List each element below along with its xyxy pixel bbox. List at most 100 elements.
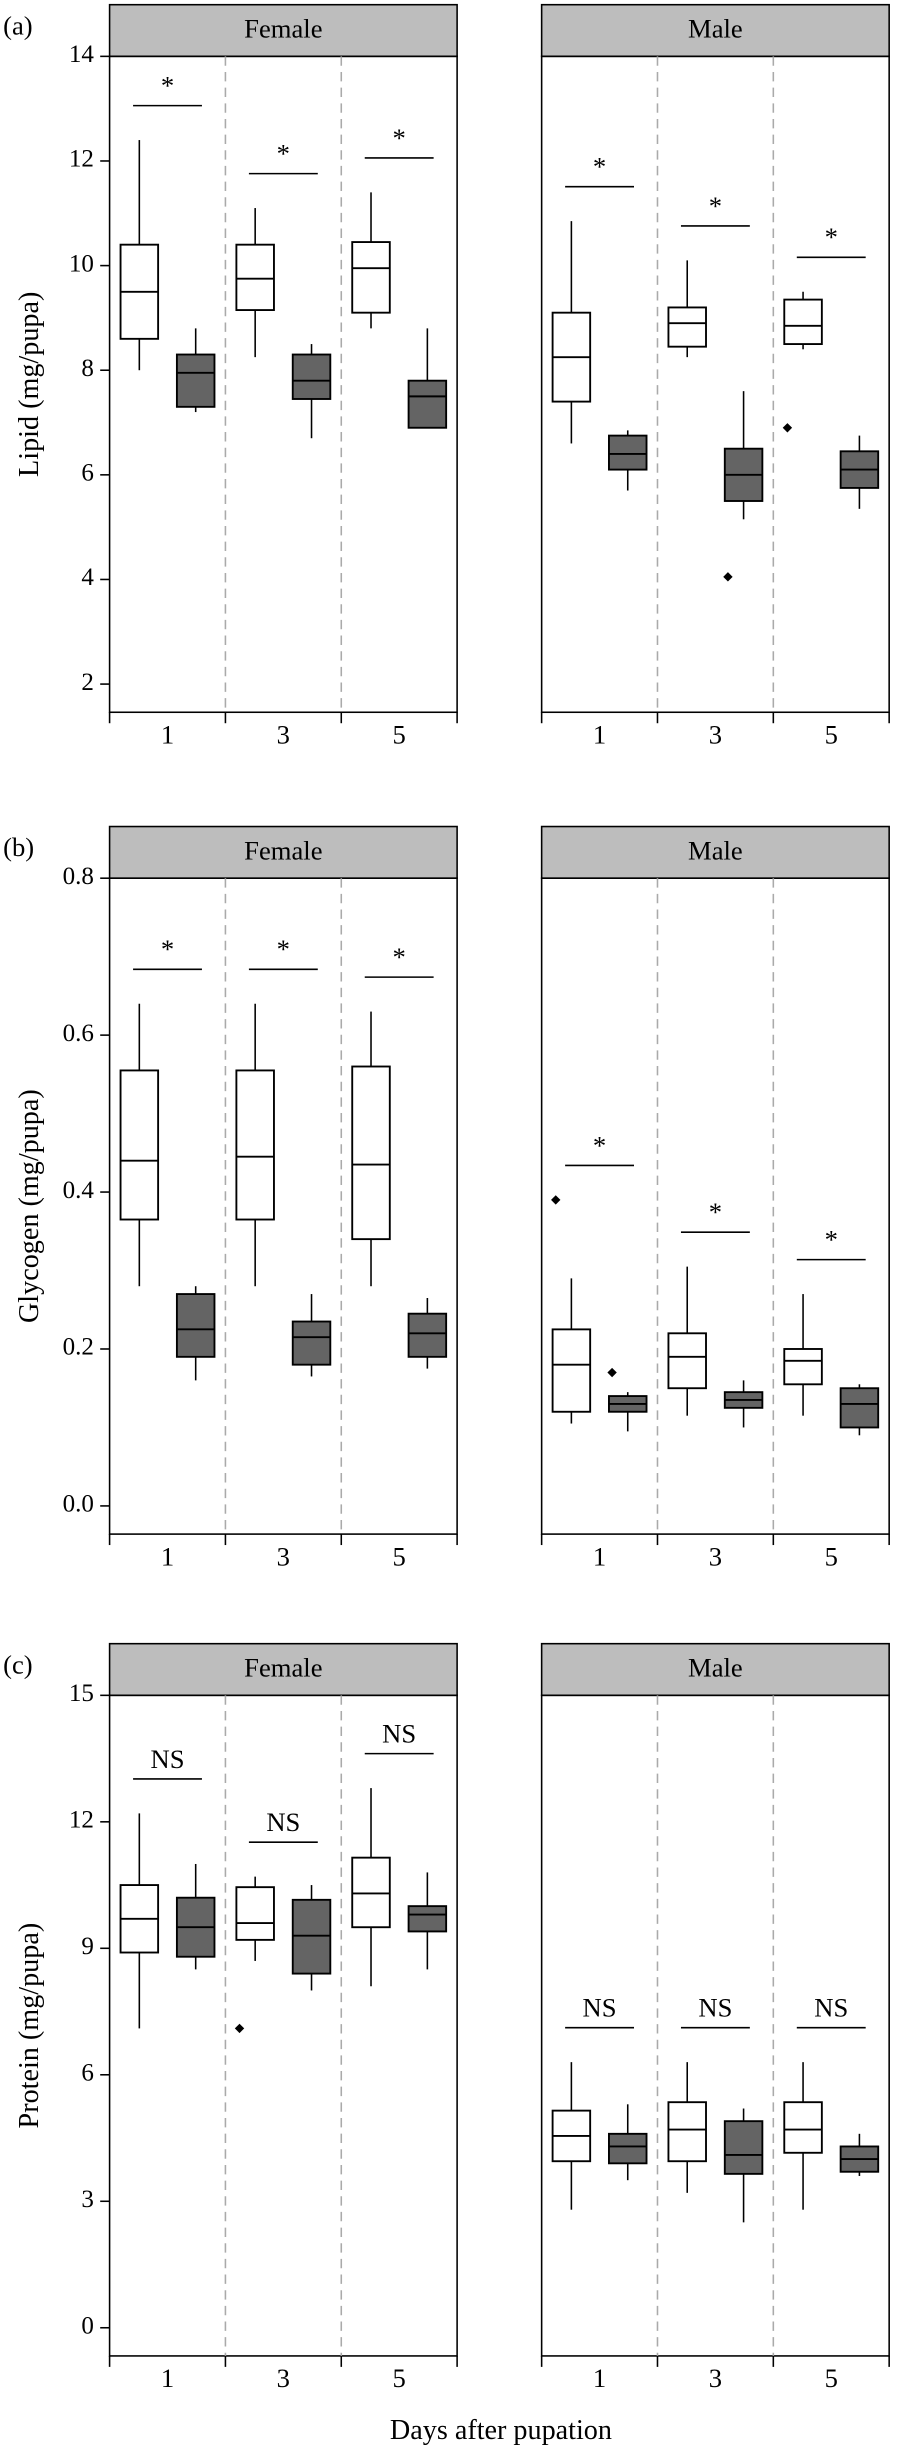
y-tick-label: 9	[81, 1933, 94, 1960]
x-tick-label: 3	[709, 1541, 722, 1571]
plot-frame	[540, 55, 890, 714]
box	[407, 1312, 448, 1358]
x-tick-label: 5	[393, 719, 406, 749]
x-tick-label: 3	[709, 719, 722, 749]
box	[119, 1069, 160, 1221]
box	[551, 1328, 592, 1413]
x-tick-label: 5	[825, 1541, 838, 1571]
strip	[540, 825, 890, 879]
y-tick-label: 14	[69, 41, 95, 68]
strip	[108, 1642, 458, 1697]
x-tick-label: 1	[161, 719, 174, 749]
y-tick-label: 0.2	[63, 1334, 94, 1361]
box	[667, 2101, 707, 2163]
significance-label: *	[825, 1225, 838, 1255]
y-tick-label: 12	[69, 146, 94, 173]
x-tick-label: 1	[161, 2363, 174, 2393]
y-tick-label: 0	[81, 2313, 94, 2340]
x-tick-label: 5	[825, 2363, 838, 2393]
x-tick-label: 3	[277, 719, 290, 749]
significance-label: NS	[814, 1993, 848, 2023]
y-tick-label: 15	[69, 1680, 94, 1707]
x-tick-label: 1	[593, 1541, 606, 1571]
box	[783, 1348, 823, 1386]
panel-label: (c)	[3, 1649, 33, 1679]
significance-label: NS	[698, 1993, 732, 2023]
significance-label: *	[393, 942, 406, 972]
x-axis-label: Days after pupation	[390, 2415, 612, 2446]
box	[235, 1886, 275, 1941]
significance-label: *	[709, 1197, 722, 1227]
x-tick-label: 1	[593, 2363, 606, 2393]
y-axis-label: Glycogen (mg/pupa)	[14, 1089, 45, 1323]
y-tick-label: 0.8	[63, 863, 94, 890]
plot-frame	[108, 1694, 458, 2357]
significance-label: NS	[583, 1993, 617, 2023]
box	[291, 1320, 332, 1366]
box	[667, 306, 707, 348]
box	[608, 2132, 648, 2165]
strip-title: Male	[688, 835, 743, 865]
outlier	[782, 423, 793, 433]
x-tick-label: 3	[277, 1541, 290, 1571]
strip	[540, 1642, 890, 1697]
significance-label: *	[277, 934, 290, 964]
box	[608, 434, 648, 471]
plot-frame	[108, 55, 458, 714]
y-tick-label: 6	[81, 2060, 94, 2087]
strip-title: Male	[688, 13, 743, 43]
box	[175, 1293, 216, 1358]
x-tick-label: 5	[825, 719, 838, 749]
x-tick-label: 3	[709, 2363, 722, 2393]
y-axis-label: Protein (mg/pupa)	[14, 1923, 45, 2129]
significance-label: *	[593, 1130, 606, 1160]
significance-label: NS	[266, 1807, 300, 1837]
outlier	[607, 1367, 617, 1378]
box	[351, 1856, 391, 1929]
y-tick-label: 0.4	[63, 1177, 95, 1204]
significance-label: *	[161, 71, 174, 101]
significance-label: NS	[151, 1744, 185, 1774]
significance-label: *	[593, 152, 606, 182]
outlier	[551, 1195, 561, 1205]
box	[351, 1065, 391, 1241]
strip	[108, 825, 458, 879]
y-tick-label: 8	[81, 355, 94, 382]
plot-frame	[540, 1694, 890, 2357]
outlier	[234, 2023, 245, 2034]
strip-title: Female	[244, 1652, 322, 1682]
box	[351, 241, 391, 314]
y-tick-label: 3	[81, 2186, 94, 2213]
box	[175, 353, 216, 408]
box	[407, 1905, 448, 1933]
y-tick-label: 10	[69, 250, 94, 277]
y-tick-label: 0.0	[63, 1491, 94, 1518]
significance-label: *	[709, 191, 722, 221]
box	[783, 298, 823, 346]
box	[291, 353, 332, 400]
x-tick-label: 5	[393, 2363, 406, 2393]
x-tick-label: 5	[393, 1541, 406, 1571]
box	[235, 1069, 275, 1221]
y-axis-label: Lipid (mg/pupa)	[14, 292, 45, 477]
significance-label: *	[277, 139, 290, 169]
box	[291, 1898, 332, 1975]
x-tick-label: 3	[277, 2363, 290, 2393]
strip-title: Female	[244, 13, 322, 43]
y-tick-label: 6	[81, 460, 94, 487]
strip-title: Female	[244, 835, 322, 865]
box	[783, 2101, 823, 2154]
y-tick-label: 0.6	[63, 1020, 94, 1047]
panel-label: (a)	[3, 10, 33, 40]
y-tick-label: 2	[81, 669, 94, 696]
plot-frame	[108, 877, 458, 1535]
y-tick-label: 4	[81, 564, 94, 591]
strip-title: Male	[688, 1652, 743, 1682]
significance-label: *	[393, 123, 406, 153]
box	[667, 1332, 707, 1390]
x-tick-label: 1	[593, 719, 606, 749]
plot-frame	[540, 877, 890, 1535]
significance-label: *	[161, 934, 174, 964]
box	[235, 243, 275, 312]
